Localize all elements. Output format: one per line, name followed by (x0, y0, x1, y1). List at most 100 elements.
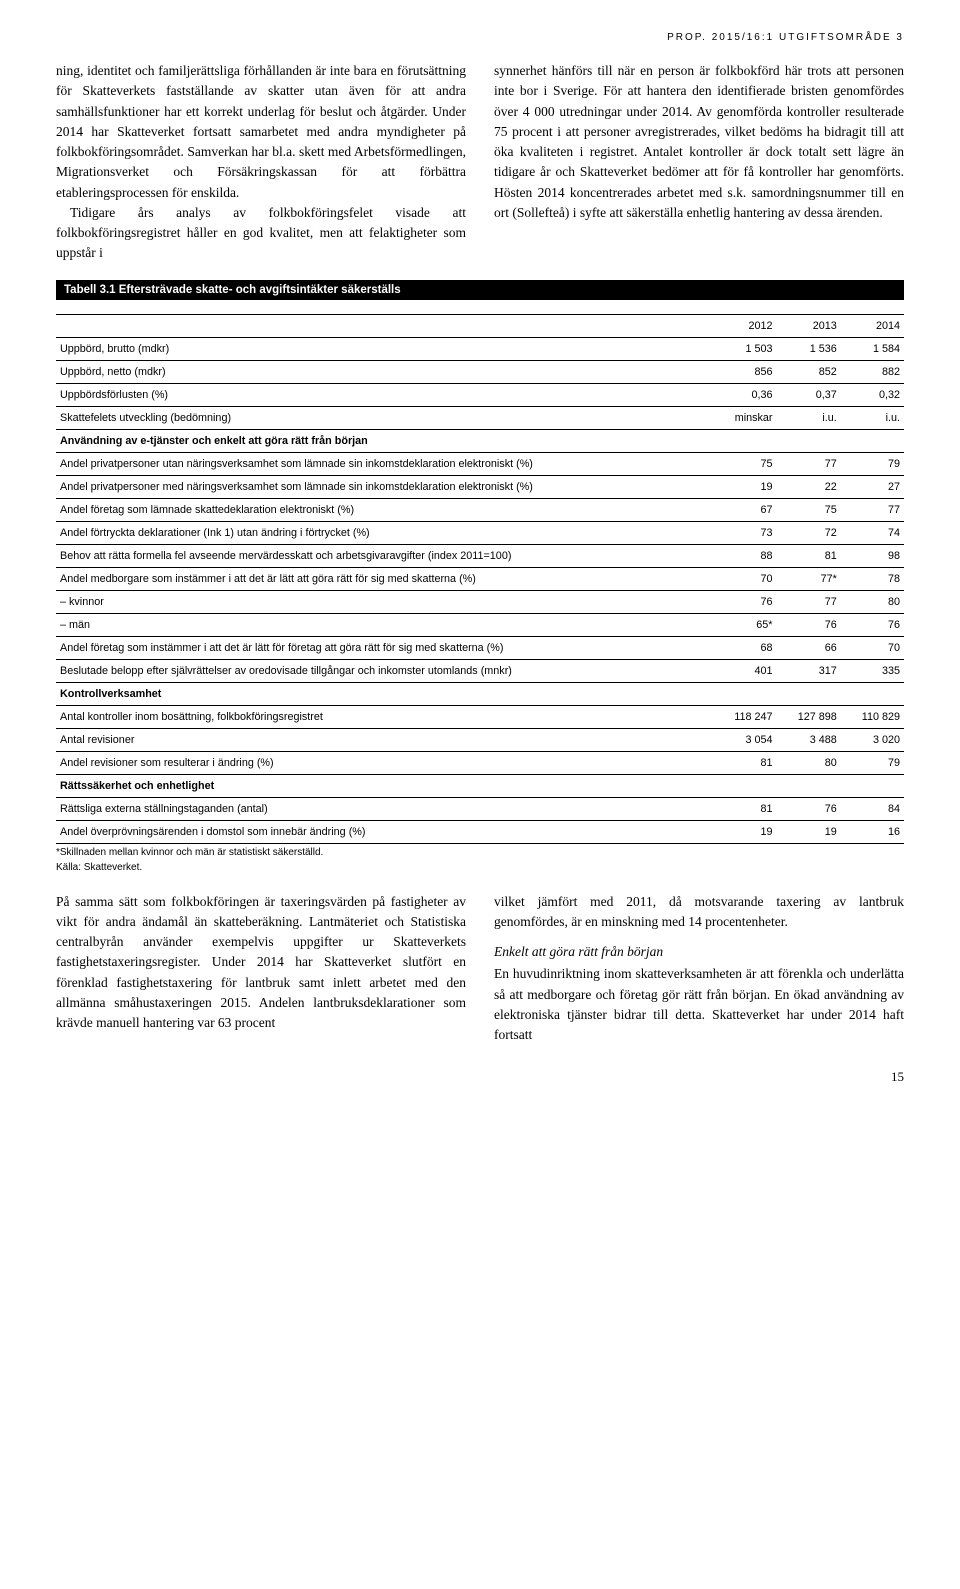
table-value-cell: 80 (841, 590, 904, 613)
table-row: Andel privatpersoner med näringsverksamh… (56, 475, 904, 498)
bottom-text-columns: På samma sätt som folkbokföringen är tax… (56, 892, 904, 1046)
table-value-cell: 84 (841, 797, 904, 820)
page-number: 15 (56, 1069, 904, 1085)
table-value-cell: 118 247 (713, 705, 776, 728)
table-value-cell: 16 (841, 820, 904, 843)
table-value-cell: 19 (713, 475, 776, 498)
table-value-cell: 19 (713, 820, 776, 843)
table-value-cell: 22 (777, 475, 841, 498)
table-value-cell: 0,36 (713, 383, 776, 406)
paragraph: På samma sätt som folkbokföringen är tax… (56, 892, 466, 1034)
data-table: 2012 2013 2014 Uppbörd, brutto (mdkr)1 5… (56, 314, 904, 844)
table-value-cell: 852 (777, 360, 841, 383)
table-label-cell: Behov att rätta formella fel avseende me… (56, 544, 713, 567)
table-label-cell: – kvinnor (56, 590, 713, 613)
table-row: Antal revisioner3 0543 4883 020 (56, 728, 904, 751)
table-label-cell: Andel företag som lämnade skattedeklarat… (56, 498, 713, 521)
table-value-cell: 75 (777, 498, 841, 521)
table-value-cell: 72 (777, 521, 841, 544)
table-value-cell: 76 (841, 613, 904, 636)
table-header-row: 2012 2013 2014 (56, 314, 904, 337)
table-value-cell: 401 (713, 659, 776, 682)
table-header-year: 2012 (713, 314, 776, 337)
table-value-cell: 70 (841, 636, 904, 659)
paragraph: Tidigare års analys av folkbokföringsfel… (56, 203, 466, 264)
table-value-cell: 19 (777, 820, 841, 843)
table-label-cell: Andel företag som instämmer i att det är… (56, 636, 713, 659)
table-value-cell: 74 (841, 521, 904, 544)
table-value-cell: 65* (713, 613, 776, 636)
table-row: Uppbörd, brutto (mdkr)1 5031 5361 584 (56, 337, 904, 360)
table-label-cell: Andel revisioner som resulterar i ändrin… (56, 751, 713, 774)
table-row: – kvinnor767780 (56, 590, 904, 613)
table-value-cell: 76 (777, 613, 841, 636)
table-label-cell: Uppbördsförlusten (%) (56, 383, 713, 406)
table-source: Källa: Skatteverket. (56, 861, 904, 874)
table-value-cell: 1 536 (777, 337, 841, 360)
table-value-cell: 73 (713, 521, 776, 544)
table-value-cell: 77* (777, 567, 841, 590)
table-value-cell: 3 054 (713, 728, 776, 751)
top-right-column: synnerhet hänförs till när en person är … (494, 61, 904, 264)
paragraph: synnerhet hänförs till när en person är … (494, 61, 904, 223)
paragraph: vilket jämfört med 2011, då motsvarande … (494, 892, 904, 933)
table-value-cell: 79 (841, 751, 904, 774)
table-value-cell: 77 (777, 452, 841, 475)
table-subheader-cell: Användning av e-tjänster och enkelt att … (56, 429, 904, 452)
table-value-cell: 98 (841, 544, 904, 567)
table-value-cell: i.u. (777, 406, 841, 429)
table-label-cell: Andel förtryckta deklarationer (Ink 1) u… (56, 521, 713, 544)
table-row: Antal kontroller inom bosättning, folkbo… (56, 705, 904, 728)
paragraph: ning, identitet och familjerättsliga för… (56, 61, 466, 203)
table-label-cell: – män (56, 613, 713, 636)
table-value-cell: i.u. (841, 406, 904, 429)
table-row: Beslutade belopp efter självrättelser av… (56, 659, 904, 682)
table-value-cell: 66 (777, 636, 841, 659)
table-row: Kontrollverksamhet (56, 682, 904, 705)
top-text-columns: ning, identitet och familjerättsliga för… (56, 61, 904, 264)
table-row: Uppbörd, netto (mdkr)856852882 (56, 360, 904, 383)
table-row: Rättsliga externa ställningstaganden (an… (56, 797, 904, 820)
table-row: Användning av e-tjänster och enkelt att … (56, 429, 904, 452)
table-label-cell: Andel privatpersoner med näringsverksamh… (56, 475, 713, 498)
table-row: Skattefelets utveckling (bedömning)minsk… (56, 406, 904, 429)
table-row: Andel privatpersoner utan näringsverksam… (56, 452, 904, 475)
table-value-cell: 76 (713, 590, 776, 613)
table-row: Andel revisioner som resulterar i ändrin… (56, 751, 904, 774)
bottom-right-column: vilket jämfört med 2011, då motsvarande … (494, 892, 904, 1046)
table-row: Uppbördsförlusten (%)0,360,370,32 (56, 383, 904, 406)
bottom-left-column: På samma sätt som folkbokföringen är tax… (56, 892, 466, 1046)
table-label-cell: Uppbörd, netto (mdkr) (56, 360, 713, 383)
table-row: Andel företag som lämnade skattedeklarat… (56, 498, 904, 521)
table-value-cell: 67 (713, 498, 776, 521)
top-left-column: ning, identitet och familjerättsliga för… (56, 61, 466, 264)
table-header-year: 2014 (841, 314, 904, 337)
table-value-cell: 882 (841, 360, 904, 383)
table-label-cell: Uppbörd, brutto (mdkr) (56, 337, 713, 360)
table-value-cell: 127 898 (777, 705, 841, 728)
table-label-cell: Skattefelets utveckling (bedömning) (56, 406, 713, 429)
table-value-cell: 77 (841, 498, 904, 521)
table-value-cell: 3 488 (777, 728, 841, 751)
table-label-cell: Andel privatpersoner utan näringsverksam… (56, 452, 713, 475)
table-value-cell: 3 020 (841, 728, 904, 751)
table-value-cell: 80 (777, 751, 841, 774)
table-value-cell: 81 (713, 797, 776, 820)
table-row: Andel överprövningsärenden i domstol som… (56, 820, 904, 843)
subheading: Enkelt att göra rätt från början (494, 942, 904, 962)
table-value-cell: 335 (841, 659, 904, 682)
table-value-cell: 81 (777, 544, 841, 567)
table-value-cell: 68 (713, 636, 776, 659)
table-caption: Tabell 3.1 Eftersträvade skatte- och avg… (56, 280, 904, 300)
table-row: Behov att rätta formella fel avseende me… (56, 544, 904, 567)
table-value-cell: 81 (713, 751, 776, 774)
table-subheader-cell: Kontrollverksamhet (56, 682, 904, 705)
table-row: – män65*7676 (56, 613, 904, 636)
table-header-year: 2013 (777, 314, 841, 337)
table-row: Rättssäkerhet och enhetlighet (56, 774, 904, 797)
table-header-blank (56, 314, 713, 337)
table-value-cell: 77 (777, 590, 841, 613)
table-value-cell: 0,32 (841, 383, 904, 406)
table-label-cell: Andel medborgare som instämmer i att det… (56, 567, 713, 590)
table-value-cell: 1 503 (713, 337, 776, 360)
